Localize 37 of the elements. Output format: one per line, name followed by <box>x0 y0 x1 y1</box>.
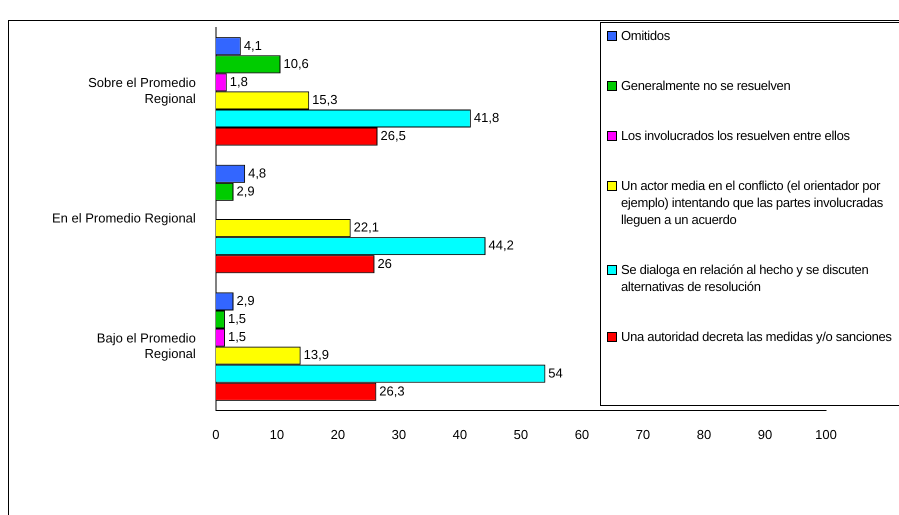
data-label: 54 <box>548 365 563 380</box>
data-label: 44,2 <box>488 238 514 253</box>
data-label: 2,9 <box>236 292 255 308</box>
data-label: 13,9 <box>304 347 329 362</box>
x-tick-label: 10 <box>270 426 284 442</box>
legend-label: Se dialoga en relación al hecho y se discuten alternativas de resolución <box>621 261 870 295</box>
x-tick-label: 60 <box>574 426 590 442</box>
data-label: 22,1 <box>354 220 379 235</box>
legend-label: Un actor media en el conflicto (el orientador por ejemplo) intentando que las partes involucradas lleguen a un acuerdo <box>621 177 884 228</box>
x-tick-label: 70 <box>636 426 650 442</box>
legend-label: Generalmente no se resuelven <box>621 77 790 94</box>
data-label: 41,8 <box>474 110 500 126</box>
x-tick-label: 40 <box>452 426 468 442</box>
y-tick-label: Sobre el Promedio Regional <box>88 75 196 106</box>
legend-label: Una autoridad decreta las medidas y/o sanciones <box>621 328 892 345</box>
x-tick-label: 30 <box>392 426 406 442</box>
legend-label: Los involucrados los resuelven entre ellos <box>621 127 850 144</box>
data-label: 1,8 <box>230 74 248 89</box>
data-label: 1,5 <box>228 329 246 344</box>
data-label: 26,3 <box>379 383 405 398</box>
x-tick-label: 80 <box>696 426 712 442</box>
data-label: 26,5 <box>380 128 406 144</box>
data-label: 1,5 <box>228 311 246 326</box>
x-tick-label: 90 <box>758 426 772 442</box>
x-tick-label: 100 <box>815 426 837 442</box>
data-label: 4,1 <box>244 38 262 53</box>
data-label: 2,9 <box>236 183 255 198</box>
data-label: 26 <box>377 256 392 271</box>
x-tick-label: 50 <box>514 426 528 442</box>
y-tick-label: Bajo el Promedio Regional <box>96 330 196 361</box>
legend-label: Omitidos <box>621 27 670 44</box>
x-tick-label: 20 <box>330 426 346 442</box>
x-tick-label: 0 <box>212 426 220 442</box>
data-label: 4,8 <box>248 165 266 180</box>
data-label: 10,6 <box>283 56 309 71</box>
y-tick-label: En el Promedio Regional <box>52 210 196 226</box>
data-label: 15,3 <box>312 92 338 108</box>
